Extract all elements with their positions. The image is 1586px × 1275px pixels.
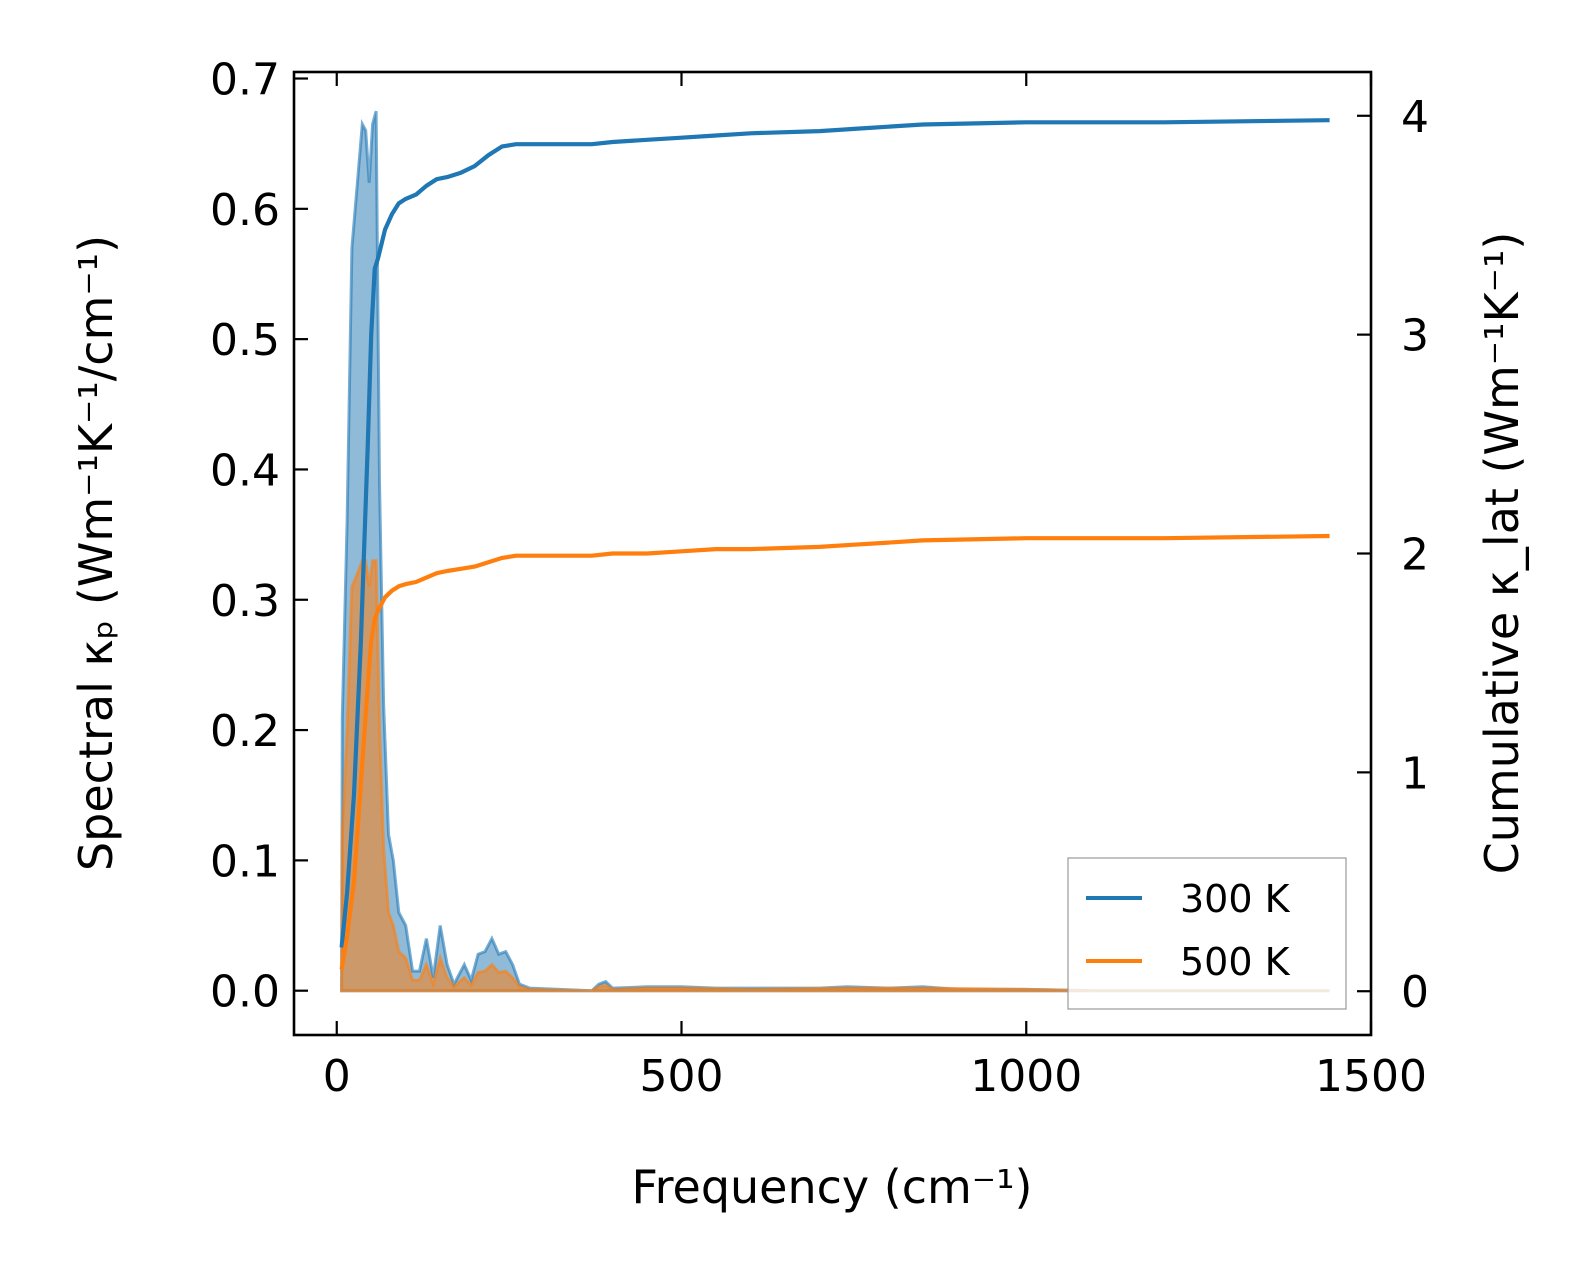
x-tick-label: 500 (640, 1051, 724, 1102)
plot-area (339, 110, 1330, 993)
right-y-tick-label: 4 (1401, 92, 1429, 143)
left-y-tick-label: 0.2 (210, 706, 280, 757)
left-y-axis: 0.0 0.1 0.2 0.3 0.4 0.5 0.6 0.7 (210, 55, 308, 1018)
x-tick-label: 1500 (1315, 1051, 1427, 1102)
right-y-tick-label: 1 (1401, 748, 1429, 799)
legend-label-500k: 500 K (1180, 940, 1291, 984)
x-axis: 0 500 1000 1500 (323, 72, 1427, 1102)
legend-box (1067, 857, 1347, 1010)
right-y-axis: 0 1 2 3 4 (1357, 92, 1429, 1018)
right-y-tick-label: 3 (1401, 311, 1429, 362)
left-y-axis-title: Spectral κₚ (Wm⁻¹K⁻¹/cm⁻¹) (69, 235, 123, 871)
legend: 300 K 500 K (1067, 857, 1347, 1010)
left-y-tick-label: 0.6 (210, 185, 280, 236)
right-y-tick-label: 2 (1401, 530, 1429, 581)
left-y-tick-label: 0.1 (210, 836, 280, 887)
right-y-tick-label: 0 (1401, 967, 1429, 1018)
left-y-tick-label: 0.0 (210, 967, 280, 1018)
left-y-tick-label: 0.4 (210, 445, 280, 496)
x-tick-label: 0 (323, 1051, 351, 1102)
spectral-area-500k (340, 559, 1330, 993)
legend-label-300k: 300 K (1180, 877, 1291, 921)
right-y-axis-title: Cumulative κ_lat (Wm⁻¹K⁻¹) (1475, 232, 1529, 875)
left-y-tick-label: 0.3 (210, 576, 280, 627)
x-axis-title: Frequency (cm⁻¹) (632, 1160, 1033, 1214)
x-tick-label: 1000 (970, 1051, 1082, 1102)
left-y-tick-label: 0.5 (210, 315, 280, 366)
left-y-tick-label: 0.7 (210, 55, 280, 106)
cumulative-line-300k (339, 118, 1330, 948)
cumulative-line-500k (339, 533, 1330, 970)
